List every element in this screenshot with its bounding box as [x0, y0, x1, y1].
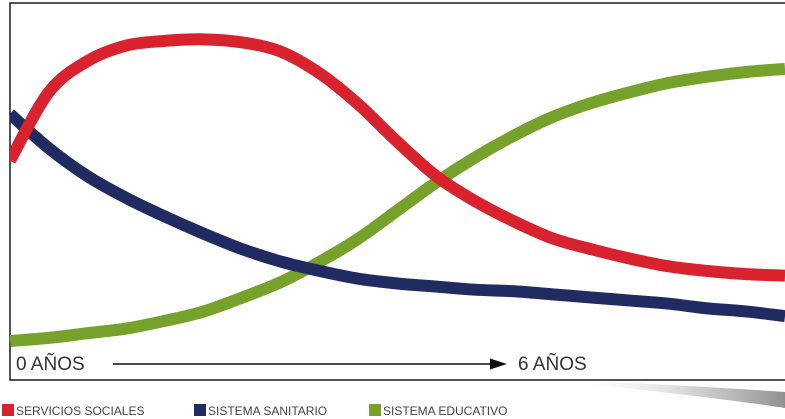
legend-item-servicios-sociales: SERVICIOS SOCIALES [2, 404, 145, 418]
plot-frame [9, 2, 785, 381]
series-line-sistema-sanitario [10, 109, 785, 323]
series-line-servicios-sociales [10, 33, 785, 282]
x-axis-arrow-head [490, 358, 507, 370]
legend-swatch-servicios-sociales [2, 404, 14, 416]
legend-item-sistema-sanitario: SISTEMA SANITARIO [194, 404, 327, 418]
series-line-sistema-educativo [10, 62, 785, 347]
legend: SERVICIOS SOCIALES SISTEMA SANITARIO SIS… [2, 404, 507, 418]
legend-label-sistema-sanitario: SISTEMA SANITARIO [208, 404, 327, 418]
series-layer [10, 33, 785, 347]
legend-label-sistema-educativo: SISTEMA EDUCATIVO [383, 404, 507, 418]
legend-swatch-sistema-sanitario [194, 404, 206, 416]
x-axis-end-label: 6 AÑOS [518, 353, 587, 375]
legend-swatch-sistema-educativo [369, 404, 381, 416]
frame-shadow [560, 380, 785, 408]
legend-label-servicios-sociales: SERVICIOS SOCIALES [16, 404, 145, 418]
legend-item-sistema-educativo: SISTEMA EDUCATIVO [369, 404, 507, 418]
x-axis-start-label: 0 AÑOS [16, 353, 85, 375]
